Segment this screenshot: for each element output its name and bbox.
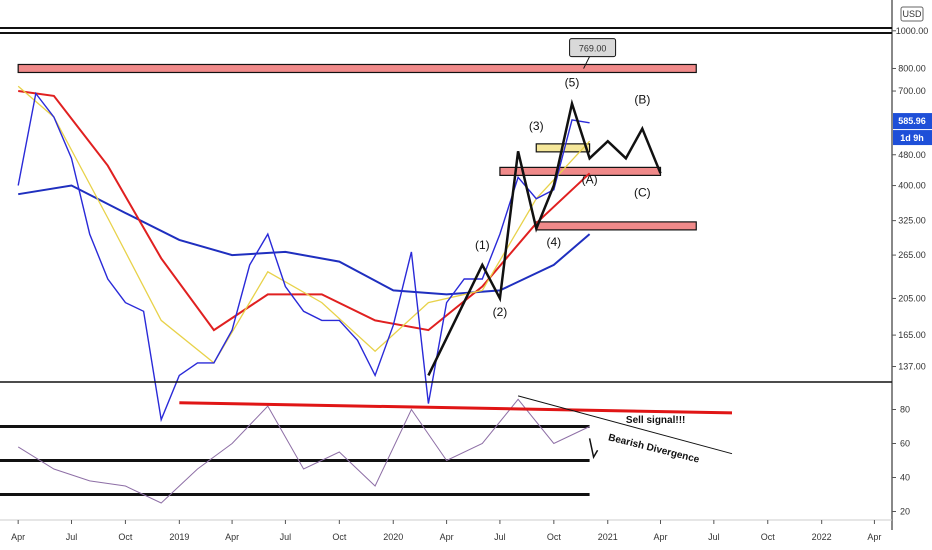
wave-label: (B): [634, 93, 650, 107]
sell-signal-line: [179, 401, 733, 415]
price-tick-label: 325.00: [898, 216, 926, 226]
time-tick-label: Jul: [494, 532, 506, 542]
currency-label: USD: [902, 9, 922, 19]
price-tick-label: 205.00: [898, 293, 926, 303]
countdown-label: 1d 9h: [900, 133, 924, 143]
price-tick-label: 137.00: [898, 362, 926, 372]
wave-label: (3): [529, 119, 544, 133]
time-tick-label: Apr: [225, 532, 239, 542]
wave-label: (2): [493, 305, 508, 319]
last-price-label: 585.96: [898, 116, 926, 126]
rsi-axis[interactable]: 80 60 40 20: [892, 405, 910, 517]
divergence-line: [517, 395, 733, 455]
time-axis[interactable]: Apr Jul Oct 2019 Apr Jul Oct 2020 Apr Jul Oct 2021 A…: [11, 520, 881, 542]
time-tick-label: 2019: [169, 532, 189, 542]
target-price-box: [569, 38, 617, 58]
time-tick-label: Oct: [332, 532, 347, 542]
time-tick-label: 2021: [598, 532, 618, 542]
wave-label: (5): [565, 75, 580, 89]
price-panel: (1) (2) (3) (4) (5) (A) (B) (C) 769.00: [17, 38, 697, 423]
time-tick-label: Oct: [118, 532, 133, 542]
time-tick-label: Jul: [66, 532, 78, 542]
time-tick-label: Apr: [867, 532, 881, 542]
currency-badge[interactable]: USD: [900, 6, 924, 22]
price-tick-label: 165.00: [898, 330, 926, 340]
wave-label: (C): [634, 185, 651, 199]
ema-fast-line: [17, 85, 591, 364]
price-tick-label: 400.00: [898, 181, 926, 191]
rsi-tick-label: 60: [900, 439, 910, 449]
rsi-tick-label: 80: [900, 405, 910, 415]
target-price-label: 769.00: [579, 44, 607, 54]
time-tick-label: Oct: [547, 532, 562, 542]
time-tick-label: Jul: [708, 532, 720, 542]
countdown-badge: [893, 130, 932, 146]
rsi-tick-label: 20: [900, 507, 910, 517]
target-price-pointer: [583, 56, 591, 69]
resistance-zone: [17, 63, 697, 74]
time-tick-label: Jul: [280, 532, 292, 542]
time-tick-label: Oct: [761, 532, 776, 542]
price-tick-label: 265.00: [898, 250, 926, 260]
resistance-zone: [535, 221, 697, 231]
price-tick-label: 1000.00: [896, 26, 929, 36]
time-tick-label: 2020: [383, 532, 403, 542]
wave-label: (A): [582, 172, 598, 186]
price-line: [17, 91, 590, 423]
rsi-line: [17, 398, 590, 504]
time-tick-label: Apr: [440, 532, 454, 542]
elliott-wave-path: [427, 98, 662, 376]
price-tick-label: 800.00: [898, 63, 926, 73]
rsi-tick-label: 40: [900, 473, 910, 483]
ema-slow-line: [18, 184, 591, 296]
divergence-arrow: [588, 438, 599, 460]
price-tick-label: 480.00: [898, 150, 926, 160]
price-tick-label: 700.00: [898, 86, 926, 96]
wave-label: (1): [475, 238, 490, 252]
time-tick-label: 2022: [812, 532, 832, 542]
sell-signal-text: Sell signal!!!: [626, 415, 685, 426]
wave-label: (4): [547, 235, 562, 249]
time-tick-label: Apr: [11, 532, 25, 542]
price-axis[interactable]: 1000.00 800.00 700.00 585.96 1d 9h 480.00 400.…: [892, 26, 932, 372]
time-tick-label: Apr: [653, 532, 667, 542]
last-price-badge: [893, 113, 932, 130]
